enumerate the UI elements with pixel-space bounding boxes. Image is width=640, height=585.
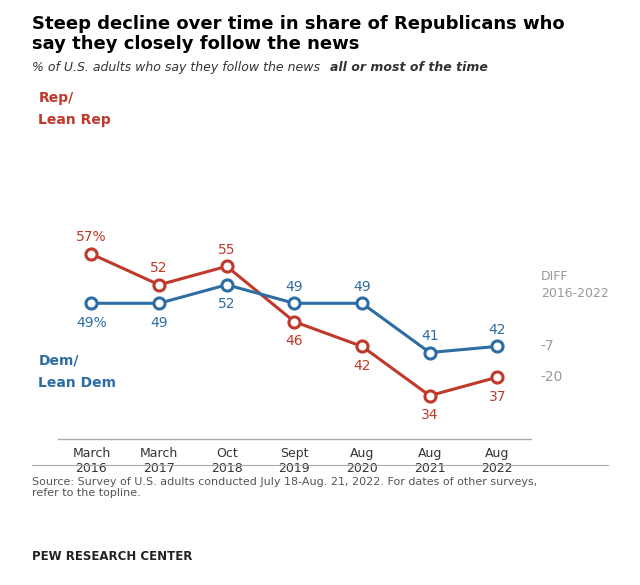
Text: 41: 41 (421, 329, 438, 343)
Text: -7: -7 (541, 339, 554, 353)
Text: Lean Rep: Lean Rep (38, 113, 111, 127)
Text: 49: 49 (285, 280, 303, 294)
Text: 49%: 49% (76, 316, 107, 330)
Text: Rep/: Rep/ (38, 91, 74, 105)
Text: -20: -20 (541, 370, 563, 384)
Text: DIFF
2016-2022: DIFF 2016-2022 (541, 270, 609, 300)
Text: PEW RESEARCH CENTER: PEW RESEARCH CENTER (32, 550, 193, 563)
Text: 49: 49 (353, 280, 371, 294)
Text: Lean Dem: Lean Dem (38, 376, 116, 390)
Text: % of U.S. adults who say they follow the news: % of U.S. adults who say they follow the… (32, 61, 324, 74)
Text: Source: Survey of U.S. adults conducted July 18-Aug. 21, 2022. For dates of othe: Source: Survey of U.S. adults conducted … (32, 477, 537, 498)
Text: say they closely follow the news: say they closely follow the news (32, 35, 360, 53)
Text: Steep decline over time in share of Republicans who: Steep decline over time in share of Repu… (32, 15, 564, 33)
Text: 42: 42 (488, 323, 506, 337)
Text: 52: 52 (150, 261, 168, 275)
Text: 57%: 57% (76, 230, 107, 245)
Text: all or most of the time: all or most of the time (330, 61, 488, 74)
Text: 34: 34 (421, 408, 438, 422)
Text: 49: 49 (150, 316, 168, 330)
Text: 46: 46 (285, 334, 303, 348)
Text: 52: 52 (218, 297, 236, 311)
Text: 42: 42 (353, 359, 371, 373)
Text: Dem/: Dem/ (38, 354, 79, 368)
Text: 55: 55 (218, 243, 236, 257)
Text: 37: 37 (488, 390, 506, 404)
